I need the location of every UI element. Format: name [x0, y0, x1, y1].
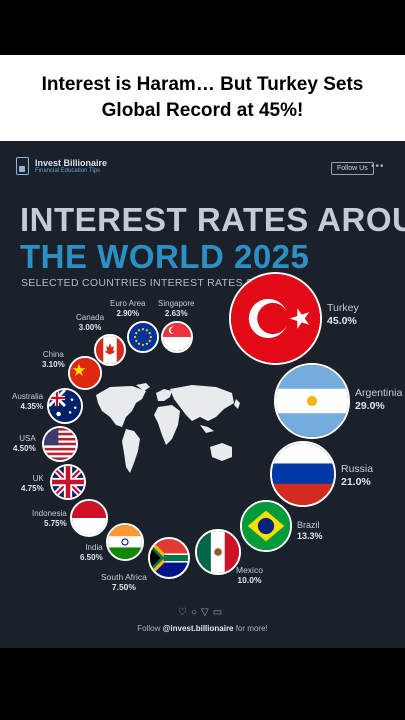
- more-options-icon[interactable]: •••: [371, 161, 385, 172]
- mexico-flag-icon: [195, 529, 241, 575]
- country-label-china: China 3.10%: [42, 350, 65, 369]
- world-map-icon: [96, 383, 240, 473]
- country-label-singapore: Singapore 2.63%: [158, 299, 195, 318]
- brand-logo-icon: [16, 157, 29, 175]
- follow-button[interactable]: Follow Us: [331, 162, 374, 175]
- video-caption-banner: Interest is Haram… But Turkey Sets Globa…: [0, 55, 405, 141]
- china-flag-icon: [68, 356, 102, 390]
- country-label-mexico: Mexico 10.0%: [236, 565, 263, 585]
- country-label-usa: USA 4.50%: [13, 434, 36, 453]
- share-icon[interactable]: ▽: [201, 607, 209, 618]
- usa-flag-icon: [42, 426, 78, 462]
- brand-name: Invest Billionaire: [35, 158, 108, 168]
- singapore-flag-icon: [161, 321, 193, 353]
- country-label-south-africa: South Africa 7.50%: [101, 572, 147, 592]
- post-image: Invest Billionaire Financial Education T…: [0, 141, 405, 648]
- country-label-uk: UK 4.75%: [21, 474, 44, 493]
- indonesia-flag-icon: [70, 499, 108, 537]
- country-label-india: India 6.50%: [80, 543, 103, 562]
- country-label-turkey: Turkey 45.0%: [327, 302, 359, 327]
- comment-icon[interactable]: ○: [190, 607, 198, 618]
- country-label-indonesia: Indonesia 5.75%: [32, 509, 67, 528]
- country-label-australia: Australia 4.35%: [12, 392, 44, 411]
- uk-flag-icon: [50, 464, 86, 500]
- turkey-flag-icon: [229, 272, 322, 365]
- south-africa-flag-icon: [148, 537, 190, 579]
- heart-icon[interactable]: ♡: [178, 607, 187, 618]
- video-caption: Interest is Haram… But Turkey Sets Globa…: [41, 74, 364, 121]
- canada-flag-icon: [94, 334, 126, 366]
- country-label-canada: Canada 3.00%: [76, 313, 105, 332]
- page-title-year: THE WORLD 2025: [20, 238, 310, 275]
- page-subtitle: SELECTED COUNTRIES INTEREST RATES 2025: [21, 277, 271, 289]
- social-icons: ♡ ○ ▽ ▭: [178, 607, 222, 618]
- argentina-flag-icon: [274, 363, 350, 439]
- brand-tagline: Financial Education Tips: [35, 168, 101, 174]
- brazil-flag-icon: [240, 500, 292, 552]
- russia-flag-icon: [270, 441, 336, 507]
- page-title: INTEREST RATES AROUND: [20, 201, 405, 238]
- bookmark-icon[interactable]: ▭: [212, 607, 223, 618]
- country-label-argentina: Argentinia 29.0%: [355, 387, 403, 412]
- handle-link[interactable]: @invest.billionaire: [162, 624, 234, 633]
- brand-header: Invest Billionaire Financial Education T…: [16, 157, 107, 175]
- euro-area-flag-icon: [127, 321, 159, 353]
- country-label-russia: Russia 21.0%: [341, 463, 374, 488]
- country-label-brazil: Brazil 13.3%: [297, 520, 323, 541]
- country-label-euro-area: Euro Area 2.90%: [110, 299, 146, 318]
- follow-footer: Follow @invest.billionaire for more!: [137, 624, 268, 633]
- india-flag-icon: [106, 523, 144, 561]
- australia-flag-icon: [47, 388, 83, 424]
